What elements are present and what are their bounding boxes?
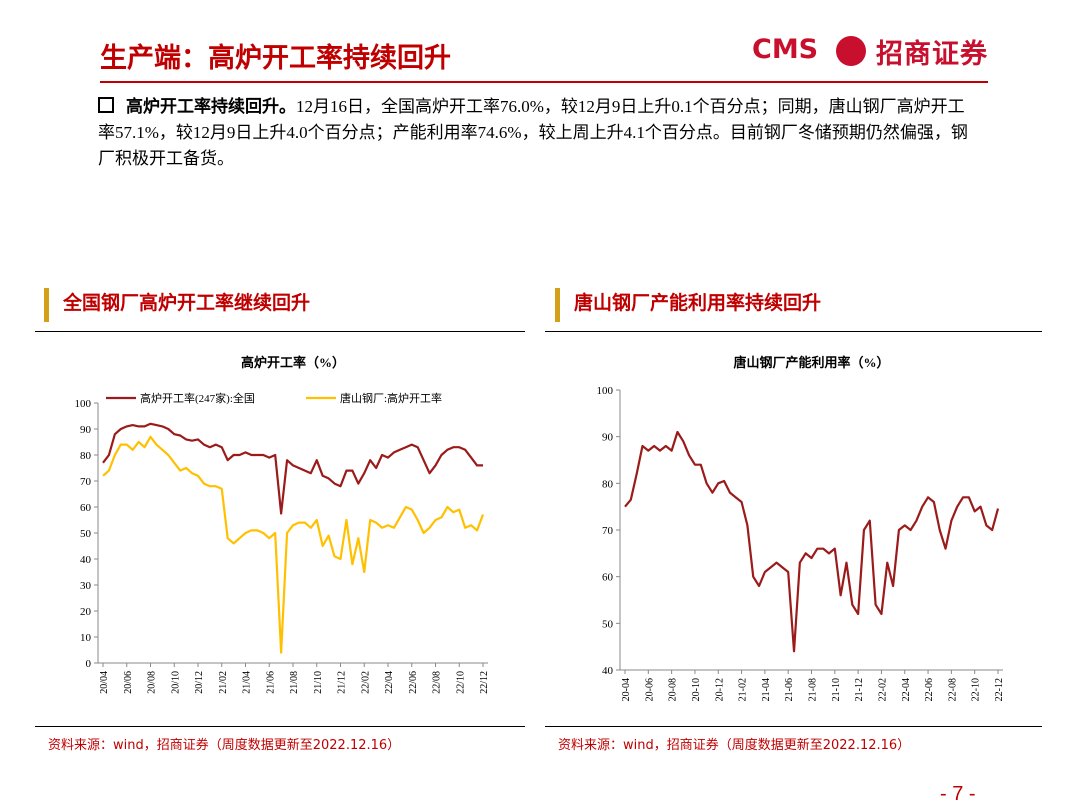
x-tick-label: 21/12	[337, 671, 348, 694]
y-tick-label: 20	[80, 606, 92, 618]
panel-title: 全国钢厂高炉开工率继续回升	[44, 288, 310, 322]
y-tick-label: 90	[80, 424, 92, 436]
y-tick-label: 40	[602, 665, 614, 677]
x-tick-label: 21/06	[265, 671, 276, 694]
y-tick-label: 90	[602, 432, 614, 444]
x-tick-label: 20/08	[147, 671, 158, 694]
y-tick-label: 30	[80, 580, 92, 592]
x-tick-label: 22/12	[479, 671, 490, 694]
x-tick-label: 22-02	[877, 678, 888, 701]
x-tick-label: 21/02	[218, 671, 229, 694]
legend-label: 高炉开工率(247家):全国	[140, 391, 255, 405]
page-number: - 7 -	[940, 783, 976, 805]
logo-icon	[836, 36, 866, 66]
y-tick-label: 40	[80, 554, 92, 566]
y-tick-label: 10	[80, 632, 92, 644]
y-tick-label: 80	[602, 478, 614, 490]
source: 资料来源：wind，招商证券（周度数据更新至2022.12.16）	[48, 738, 401, 753]
panel-rule	[35, 331, 525, 332]
y-tick-label: 70	[80, 476, 92, 488]
x-tick-label: 21/04	[242, 671, 253, 694]
x-tick-label: 22-06	[924, 678, 935, 701]
x-tick-label: 21/08	[289, 671, 300, 694]
x-tick-label: 21-10	[831, 678, 842, 701]
x-tick-label: 20-12	[714, 678, 725, 701]
x-tick-label: 22/08	[432, 671, 443, 694]
x-tick-label: 22/02	[360, 671, 371, 694]
y-tick-label: 100	[597, 385, 614, 397]
chart-title: 唐山钢厂产能利用率（%）	[733, 355, 889, 370]
series-line	[624, 430, 1000, 653]
x-tick-label: 21-04	[761, 678, 772, 701]
x-tick-label: 22-08	[947, 678, 958, 701]
source-rule	[545, 726, 1042, 727]
chart-title: 高炉开工率（%）	[241, 355, 345, 370]
panel-title: 唐山钢厂产能利用率持续回升	[555, 288, 821, 322]
x-tick-label: 21-02	[738, 678, 749, 701]
y-tick-label: 100	[75, 398, 92, 410]
bullet-box	[98, 97, 114, 113]
y-tick-label: 70	[602, 525, 614, 537]
x-tick-label: 20/10	[170, 671, 181, 694]
header-rule	[100, 81, 988, 83]
y-tick-label: 50	[602, 618, 614, 630]
y-tick-label: 50	[80, 528, 92, 540]
x-tick-label: 21-08	[808, 678, 819, 701]
panel-rule	[545, 331, 1042, 332]
x-tick-label: 20/06	[123, 671, 134, 694]
x-tick-label: 20-04	[621, 678, 632, 701]
series-line	[102, 435, 485, 654]
logo-name: 招商证券	[876, 39, 988, 70]
series-line	[102, 422, 483, 515]
source-rule	[35, 726, 525, 727]
x-tick-label: 22/04	[384, 671, 395, 694]
source: 资料来源：wind，招商证券（周度数据更新至2022.12.16）	[558, 738, 911, 753]
x-tick-label: 22/06	[408, 671, 419, 694]
x-tick-label: 22-04	[901, 678, 912, 701]
logo-text: CMS	[752, 34, 819, 65]
y-tick-label: 60	[602, 572, 614, 584]
x-tick-label: 20/04	[99, 671, 110, 694]
page-title: 生产端：高炉开工率持续回升	[100, 43, 451, 74]
x-tick-label: 22-12	[994, 678, 1005, 701]
x-tick-label: 20-08	[668, 678, 679, 701]
legend-label: 唐山钢厂:高炉开工率	[340, 391, 442, 405]
x-tick-label: 21-06	[784, 678, 795, 701]
chart: 唐山钢厂产能利用率（%） 40 50 60 70 80 90 100 20-04 20-06 20-…	[597, 355, 1006, 701]
y-tick-label: 80	[80, 450, 92, 462]
x-tick-label: 20-06	[644, 678, 655, 701]
x-tick-label: 20/12	[194, 671, 205, 694]
chart: 高炉开工率（%） 0 10 20 30 40 50 60 70 80 90 100 20/04 20/06…	[75, 355, 491, 694]
y-tick-label: 0	[86, 658, 92, 670]
x-tick-label: 20-10	[691, 678, 702, 701]
x-tick-label: 21-12	[854, 678, 865, 701]
x-tick-label: 22/10	[455, 671, 466, 694]
bullet-text: 12月16日，全国高炉开工率76.0%，较12月9日上升0.1个百分点；同期，唐…	[98, 97, 968, 168]
bullet: 高炉开工率持续回升。12月16日，全国高炉开工率76.0%，较12月9日上升0.…	[98, 94, 978, 172]
bullet-lead: 高炉开工率持续回升。	[126, 97, 296, 116]
x-tick-label: 21/10	[313, 671, 324, 694]
y-tick-label: 60	[80, 502, 92, 514]
x-tick-label: 22-10	[971, 678, 982, 701]
